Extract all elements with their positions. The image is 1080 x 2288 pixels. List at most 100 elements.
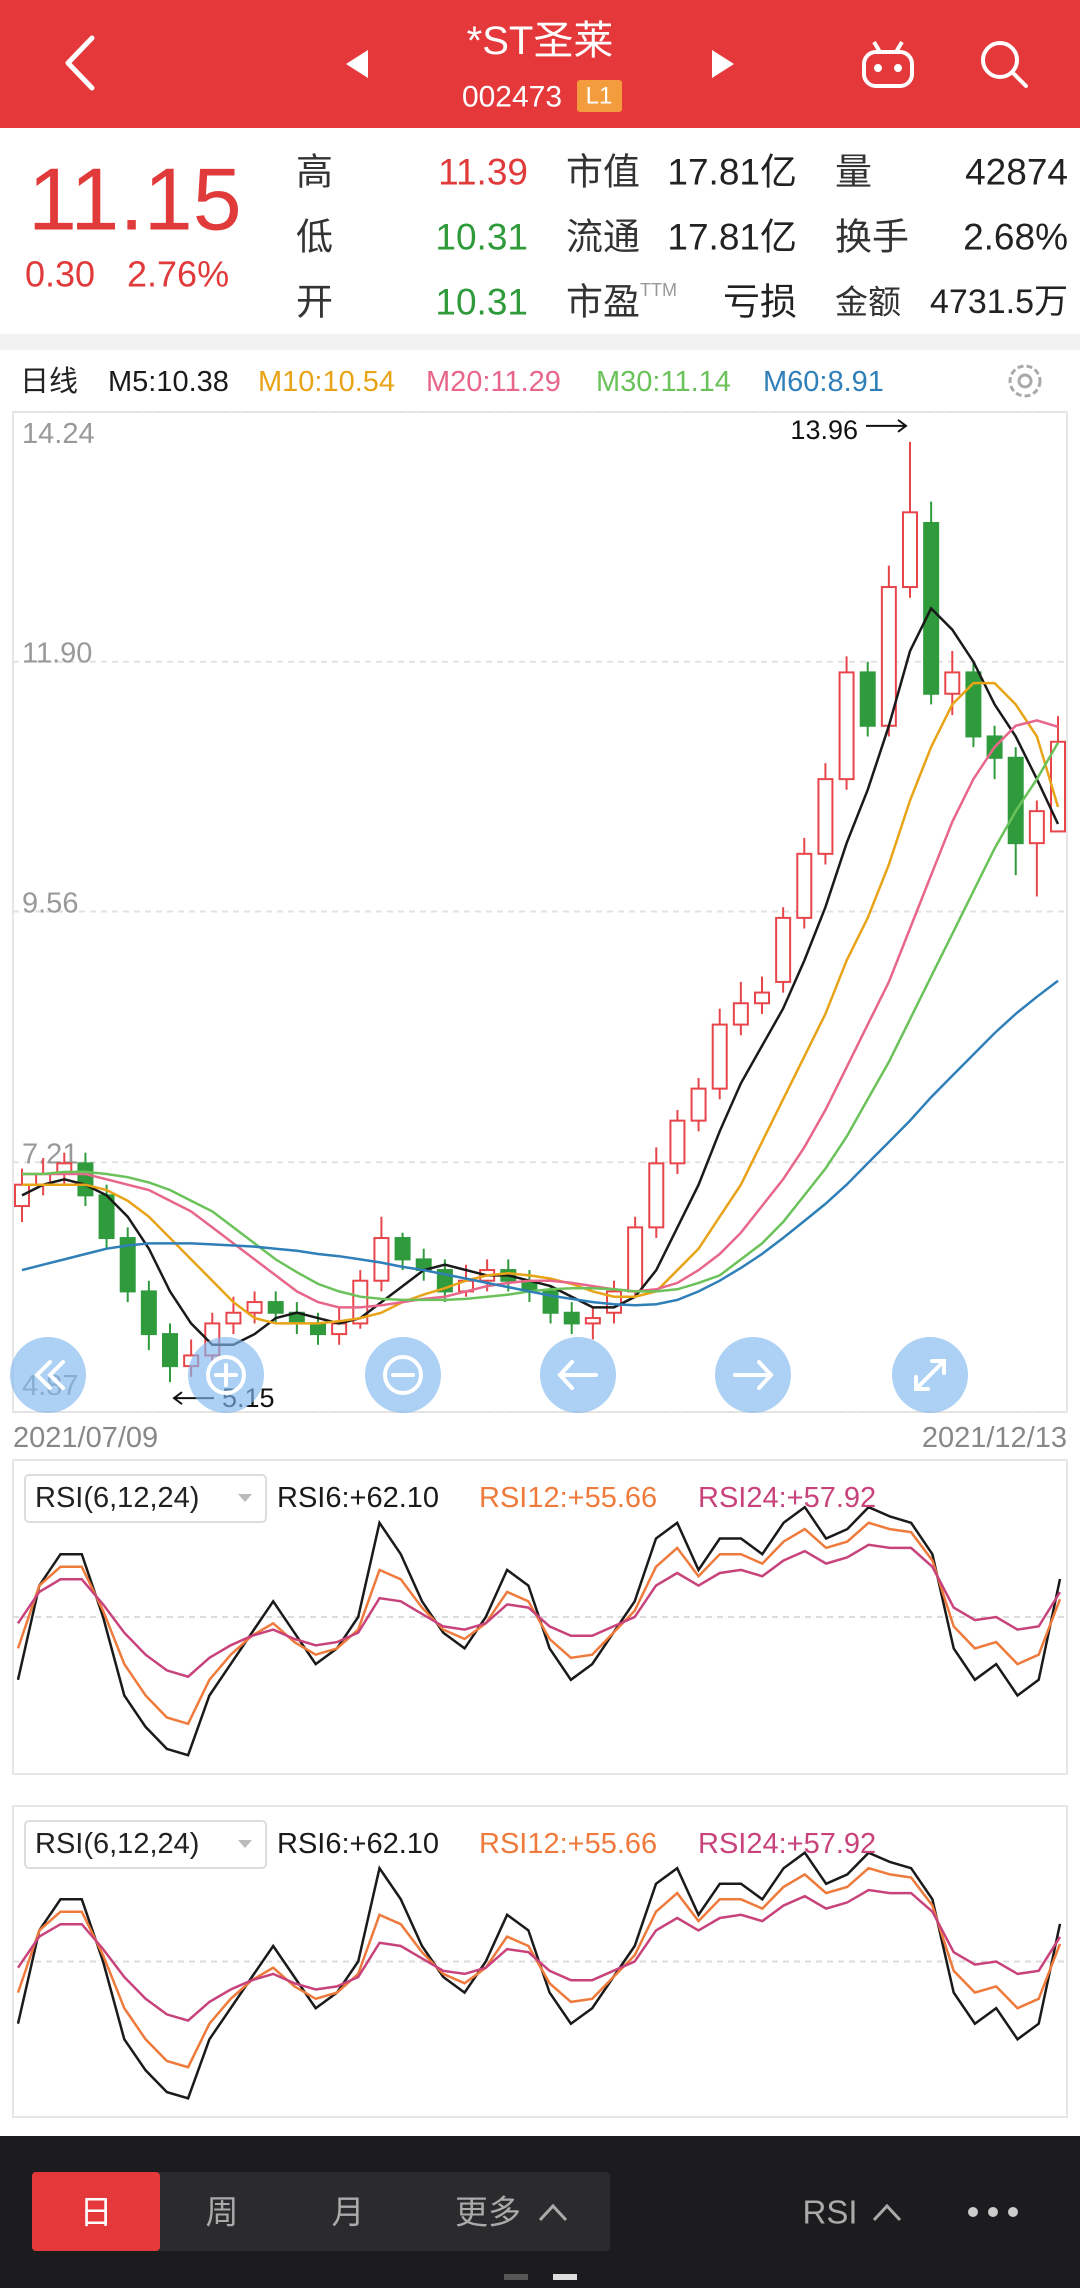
rsi-line xyxy=(16,1888,1062,2022)
candle-body xyxy=(817,778,834,855)
stat-label: 开 xyxy=(296,282,333,323)
candle-body xyxy=(796,852,813,919)
stat-label: 流通 xyxy=(566,217,640,258)
y-tick-label: 11.90 xyxy=(22,638,92,670)
candle-body xyxy=(859,671,876,727)
charts: 14.2411.909.567.214.87M5:10.38M10:10.54M… xyxy=(13,366,1067,2100)
next-stock-button[interactable] xyxy=(712,50,734,78)
tab[interactable]: 月 xyxy=(332,2194,365,2231)
candle-body xyxy=(225,1311,242,1325)
candle-body xyxy=(1007,756,1024,845)
candle-body xyxy=(669,1119,686,1165)
ma-line xyxy=(22,742,1060,1302)
candle-body xyxy=(584,1317,601,1325)
end-date: 2021/12/13 xyxy=(922,1422,1067,1454)
stat-value: 亏损 xyxy=(723,282,797,323)
stat-value: 10.31 xyxy=(435,217,528,258)
tab[interactable]: 更多 xyxy=(455,2194,521,2231)
legend-entry: M30:11.14 xyxy=(596,366,731,398)
candle-body xyxy=(690,1087,707,1122)
dropdown-caret xyxy=(238,1494,252,1502)
separator xyxy=(0,334,1080,350)
robot-button[interactable] xyxy=(862,40,914,88)
legend-entry: M60:8.91 xyxy=(763,366,884,398)
last-price: 11.15 xyxy=(28,150,242,249)
stat-label: 金额 xyxy=(835,284,901,321)
legend-entry: RSI6:+62.10 xyxy=(277,1828,439,1860)
rsi-line xyxy=(16,1850,1062,2100)
stat-value: 17.81亿 xyxy=(667,152,797,193)
candle-body xyxy=(77,1162,94,1197)
indicator-dropdown[interactable] xyxy=(24,1474,267,1523)
tab[interactable]: 日 xyxy=(80,2194,113,2231)
ma-line xyxy=(22,719,1059,1309)
max-arrow-head xyxy=(897,419,908,433)
settings-button[interactable] xyxy=(1008,364,1042,398)
min-arrow-head xyxy=(172,1391,183,1405)
stat-label-suffix: TTM xyxy=(640,280,677,300)
indicator-label: RSI(6,12,24) xyxy=(35,1828,199,1860)
candle-body xyxy=(119,1237,136,1293)
price-change: 0.30 xyxy=(25,254,95,295)
stat-value: 4731.5万 xyxy=(930,283,1068,321)
y-tick-label: 14.24 xyxy=(22,418,95,450)
period-tabs-bg xyxy=(32,2172,610,2251)
page-indicator xyxy=(504,2274,528,2280)
start-date: 2021/07/09 xyxy=(13,1422,158,1454)
max-label: 13.96 xyxy=(790,415,858,445)
indicator-dropdown[interactable] xyxy=(24,1820,267,1869)
stat-value: 2.68% xyxy=(963,217,1068,258)
rsi-chart: RSI6:+62.10 RSI12:+55.66 RSI24:+57.92 xyxy=(13,1828,1067,2100)
candle-body xyxy=(162,1333,178,1368)
period-label: 日线 xyxy=(20,365,78,398)
rsi-line xyxy=(16,1521,1062,1726)
rsi-line xyxy=(16,1543,1062,1679)
selected-tab-bg xyxy=(32,2172,160,2251)
candle-body xyxy=(648,1162,665,1229)
candle-body xyxy=(267,1301,284,1314)
indicator-switch[interactable]: RSI xyxy=(802,2194,857,2231)
legend-entry: RSI24:+57.92 xyxy=(698,1482,876,1514)
search-button[interactable] xyxy=(981,41,1028,88)
prev-stock-button[interactable] xyxy=(346,50,368,78)
rsi-chart: RSI6:+62.10 RSI12:+55.66 RSI24:+57.92 xyxy=(13,1482,1067,1757)
y-tick-label: 9.56 xyxy=(22,887,78,919)
legend-entry: RSI12:+55.66 xyxy=(479,1828,657,1860)
candle-body xyxy=(754,991,770,1005)
candle-body xyxy=(732,1002,749,1026)
candle-body xyxy=(352,1279,369,1325)
tab[interactable]: 周 xyxy=(206,2194,239,2231)
candle-body xyxy=(246,1301,263,1314)
candle-body xyxy=(711,1023,728,1090)
legend-entry: RSI6:+62.10 xyxy=(277,1482,439,1514)
stat-label: 高 xyxy=(296,152,333,193)
dropdown-caret xyxy=(238,1840,252,1848)
indicator-label: RSI(6,12,24) xyxy=(35,1482,199,1514)
legend-entry: M20:11.29 xyxy=(426,366,561,398)
stat-label: 市值 xyxy=(566,152,640,193)
legend-entry: RSI12:+55.66 xyxy=(479,1482,657,1514)
more-caret xyxy=(538,2203,568,2222)
candle-body xyxy=(140,1290,157,1336)
candle-body xyxy=(394,1237,411,1261)
back-button[interactable] xyxy=(65,35,95,91)
legend-entry: M5:10.38 xyxy=(108,366,229,398)
page-indicator-active xyxy=(553,2274,577,2280)
candle-body xyxy=(944,671,961,695)
candle-body xyxy=(310,1322,326,1336)
legend-entry: M10:10.54 xyxy=(258,366,395,398)
stat-label: 市盈 xyxy=(566,282,640,323)
stat-label: 换手 xyxy=(835,217,909,258)
stat-value: 11.39 xyxy=(438,152,528,193)
header-bar xyxy=(0,0,1080,128)
candle-body xyxy=(965,671,982,738)
candle-body xyxy=(331,1322,348,1336)
ma-line xyxy=(21,606,1060,1347)
ma-line xyxy=(21,979,1059,1307)
more-menu-button[interactable] xyxy=(968,2207,1018,2217)
candle-body xyxy=(902,511,918,589)
rsi-line xyxy=(16,1505,1062,1757)
level-badge: L1 xyxy=(586,83,613,110)
